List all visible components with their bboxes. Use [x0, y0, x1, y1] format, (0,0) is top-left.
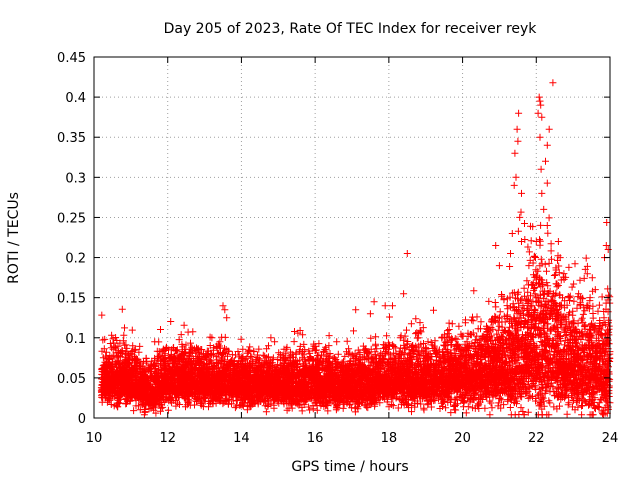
- data-point: [527, 292, 534, 300]
- data-point: [540, 295, 548, 303]
- data-point: [544, 229, 552, 237]
- data-point: [325, 332, 333, 340]
- data-point: [551, 271, 559, 279]
- data-point: [334, 404, 342, 412]
- data-point: [177, 331, 185, 339]
- data-point: [504, 305, 512, 313]
- data-point: [187, 339, 194, 347]
- data-point: [445, 333, 453, 341]
- data-point: [506, 404, 514, 411]
- data-point: [563, 410, 571, 418]
- data-point: [494, 402, 502, 410]
- data-point: [603, 219, 611, 226]
- data-point: [151, 338, 159, 346]
- data-point: [519, 301, 527, 309]
- data-point: [517, 392, 525, 400]
- data-point: [243, 354, 251, 362]
- data-point: [599, 410, 606, 418]
- data-point: [224, 352, 231, 360]
- data-point: [386, 313, 393, 321]
- data-point: [582, 254, 590, 262]
- data-point: [180, 321, 188, 329]
- data-point: [565, 263, 573, 271]
- data-point: [231, 404, 239, 412]
- data-point: [305, 403, 313, 411]
- data-point: [356, 348, 364, 356]
- data-point: [523, 277, 531, 285]
- data-point: [140, 411, 148, 419]
- data-point: [570, 297, 578, 305]
- data-point: [306, 406, 314, 414]
- data-point: [247, 352, 255, 360]
- data-point: [389, 395, 397, 403]
- data-point: [498, 396, 506, 404]
- data-point: [255, 345, 263, 353]
- data-point: [525, 248, 533, 256]
- data-point: [343, 337, 351, 345]
- data-point: [485, 297, 493, 305]
- data-point: [470, 287, 478, 295]
- data-point: [431, 337, 439, 345]
- data-point: [524, 408, 532, 416]
- data-point: [412, 315, 420, 323]
- data-point: [548, 255, 555, 263]
- data-point: [288, 404, 296, 412]
- data-points: [97, 79, 614, 419]
- data-point: [135, 348, 143, 356]
- data-point: [547, 240, 555, 248]
- data-point: [537, 255, 545, 263]
- data-point: [98, 311, 106, 319]
- data-point: [521, 220, 528, 227]
- data-point: [531, 290, 539, 298]
- data-point: [524, 394, 532, 402]
- data-point: [262, 408, 270, 416]
- data-point: [495, 399, 503, 407]
- data-point: [545, 259, 553, 267]
- data-point: [380, 344, 387, 352]
- data-point: [570, 280, 578, 288]
- data-point: [517, 404, 525, 412]
- data-point: [583, 270, 591, 278]
